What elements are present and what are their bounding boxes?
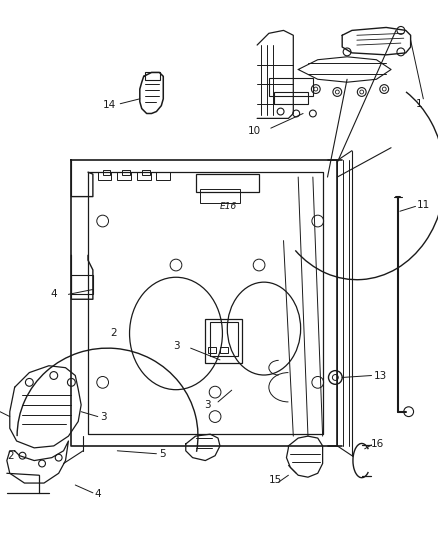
Bar — [145, 72, 160, 80]
Bar — [98, 172, 111, 180]
Text: 4: 4 — [51, 289, 57, 300]
Text: 1: 1 — [416, 99, 422, 109]
Bar — [122, 170, 130, 175]
Bar — [117, 172, 131, 180]
Bar — [102, 170, 110, 175]
Bar — [269, 78, 313, 96]
Text: 14: 14 — [102, 100, 116, 110]
Bar — [210, 322, 237, 356]
Bar — [137, 172, 151, 180]
Text: 15: 15 — [269, 475, 282, 485]
Text: 3: 3 — [100, 411, 106, 422]
Text: 5: 5 — [159, 449, 166, 459]
Text: 10: 10 — [247, 126, 261, 136]
Text: 16: 16 — [371, 439, 384, 449]
Text: 11: 11 — [417, 200, 430, 211]
Bar — [195, 174, 259, 192]
Bar — [201, 189, 240, 204]
Text: 2: 2 — [110, 328, 117, 338]
Bar — [208, 347, 216, 353]
Text: 2: 2 — [7, 451, 14, 461]
Text: 3: 3 — [173, 341, 180, 351]
Text: 3: 3 — [205, 400, 211, 410]
Text: 4: 4 — [95, 489, 102, 499]
Bar — [71, 275, 93, 294]
Bar — [142, 170, 150, 175]
Text: E16: E16 — [220, 202, 237, 211]
Bar — [274, 92, 308, 104]
Bar — [205, 319, 243, 363]
Bar — [156, 172, 170, 180]
Text: 13: 13 — [374, 372, 387, 382]
Bar — [220, 347, 228, 353]
